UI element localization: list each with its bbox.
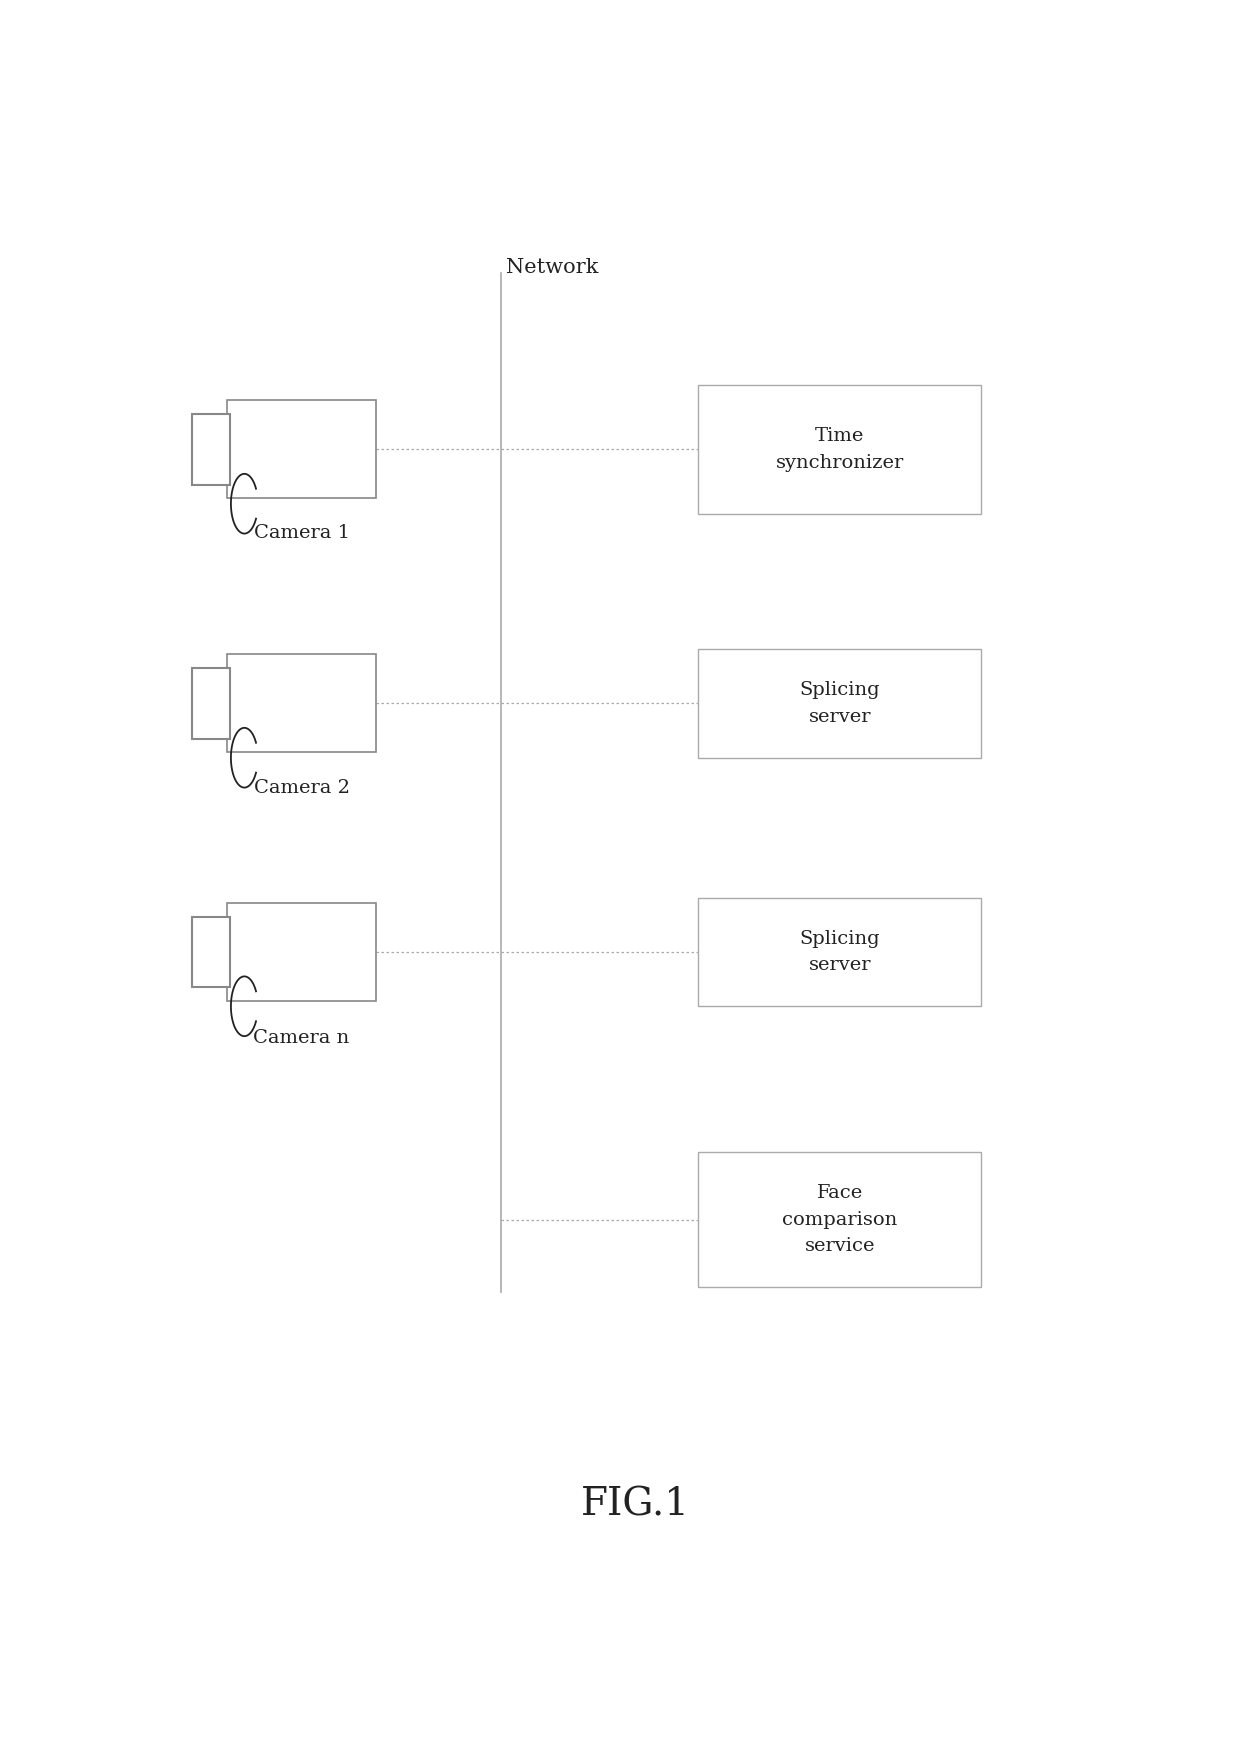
Bar bbox=[698, 1152, 981, 1288]
Bar bbox=[227, 654, 376, 751]
Text: Splicing
server: Splicing server bbox=[800, 930, 880, 974]
Bar bbox=[698, 385, 981, 513]
Text: Face
comparison
service: Face comparison service bbox=[782, 1184, 898, 1254]
Text: Camera 1: Camera 1 bbox=[253, 524, 350, 542]
Bar bbox=[191, 669, 229, 739]
Bar bbox=[191, 415, 229, 485]
Text: Camera n: Camera n bbox=[253, 1030, 350, 1048]
Bar bbox=[191, 917, 229, 988]
Text: FIG.1: FIG.1 bbox=[582, 1487, 689, 1524]
Bar bbox=[227, 903, 376, 1000]
Bar bbox=[698, 898, 981, 1005]
Text: Network: Network bbox=[506, 258, 598, 277]
Text: Splicing
server: Splicing server bbox=[800, 681, 880, 725]
Text: Time
synchronizer: Time synchronizer bbox=[775, 427, 904, 471]
Text: Camera 2: Camera 2 bbox=[253, 780, 350, 797]
Bar bbox=[698, 649, 981, 759]
Bar bbox=[227, 400, 376, 497]
